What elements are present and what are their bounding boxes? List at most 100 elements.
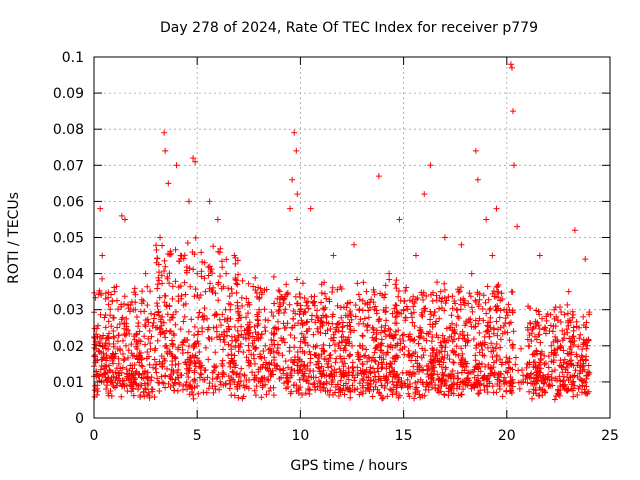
data-point [389, 354, 396, 361]
data-point [318, 290, 325, 297]
data-point [266, 388, 273, 395]
data-point [222, 306, 229, 313]
data-point [178, 372, 185, 379]
data-point [101, 314, 108, 321]
data-point [540, 377, 547, 384]
data-point [451, 298, 458, 305]
data-point [306, 387, 313, 394]
data-point [239, 395, 246, 402]
data-point [541, 352, 548, 359]
data-point [169, 341, 176, 348]
data-point [315, 364, 322, 371]
data-point [493, 341, 500, 348]
data-point [451, 326, 458, 333]
data-point [551, 306, 558, 313]
data-point [317, 370, 324, 377]
data-point [480, 382, 487, 389]
data-point [388, 387, 395, 394]
data-point [556, 373, 563, 380]
data-point [445, 293, 452, 300]
data-point [479, 346, 486, 353]
data-point [212, 290, 219, 297]
data-point [150, 364, 157, 371]
data-point [260, 361, 267, 368]
data-point [512, 361, 519, 368]
data-point [523, 373, 530, 380]
data-point [265, 377, 272, 384]
data-point [410, 363, 417, 370]
data-point [194, 382, 201, 389]
data-point [418, 311, 425, 318]
data-point [495, 294, 502, 301]
data-point [546, 381, 553, 388]
data-point [479, 360, 486, 367]
data-point [98, 362, 105, 369]
data-point [527, 320, 534, 327]
data-point [144, 348, 151, 355]
data-point [324, 360, 331, 367]
data-point [105, 390, 112, 397]
data-point [289, 324, 296, 331]
data-point [204, 315, 211, 322]
data-point [417, 326, 424, 333]
data-point [346, 319, 353, 326]
data-point [578, 352, 585, 359]
data-point [375, 318, 382, 325]
data-point [315, 360, 322, 367]
data-point [249, 369, 256, 376]
data-point [509, 108, 516, 115]
data-point [497, 297, 504, 304]
data-point [157, 318, 164, 325]
data-point [331, 341, 338, 348]
data-point [371, 369, 378, 376]
data-point [376, 390, 383, 397]
data-point [92, 382, 99, 389]
data-point [441, 391, 448, 398]
data-point [314, 383, 321, 390]
data-point [477, 368, 484, 375]
data-point [97, 311, 104, 318]
data-point [454, 375, 461, 382]
data-point [500, 378, 507, 385]
data-point [334, 302, 341, 309]
data-point [579, 382, 586, 389]
data-point [191, 359, 198, 366]
data-point [169, 295, 176, 302]
data-point [476, 315, 483, 322]
data-point [402, 287, 409, 294]
data-point [160, 267, 167, 274]
data-point [321, 290, 328, 297]
data-point [100, 332, 107, 339]
data-point [284, 374, 291, 381]
data-point [328, 368, 335, 375]
data-point [260, 348, 267, 355]
data-point [493, 357, 500, 364]
data-point [321, 348, 328, 355]
data-point [198, 371, 205, 378]
data-point [429, 359, 436, 366]
data-point [223, 256, 230, 263]
data-point [245, 299, 252, 306]
data-point [127, 381, 134, 388]
data-point [416, 334, 423, 341]
data-point [262, 342, 269, 349]
data-point [454, 370, 461, 377]
data-point [153, 369, 160, 376]
data-point [197, 370, 204, 377]
data-point [393, 320, 400, 327]
data-point [304, 328, 311, 335]
data-point [195, 358, 202, 365]
data-point [429, 321, 436, 328]
data-point [279, 352, 286, 359]
data-point [507, 61, 514, 68]
data-point [144, 283, 151, 290]
data-point [159, 328, 166, 335]
data-point [424, 371, 431, 378]
data-point [196, 363, 203, 370]
data-point [185, 343, 192, 350]
data-point [279, 337, 286, 344]
data-point [147, 288, 154, 295]
data-point [487, 314, 494, 321]
data-point [102, 340, 109, 347]
